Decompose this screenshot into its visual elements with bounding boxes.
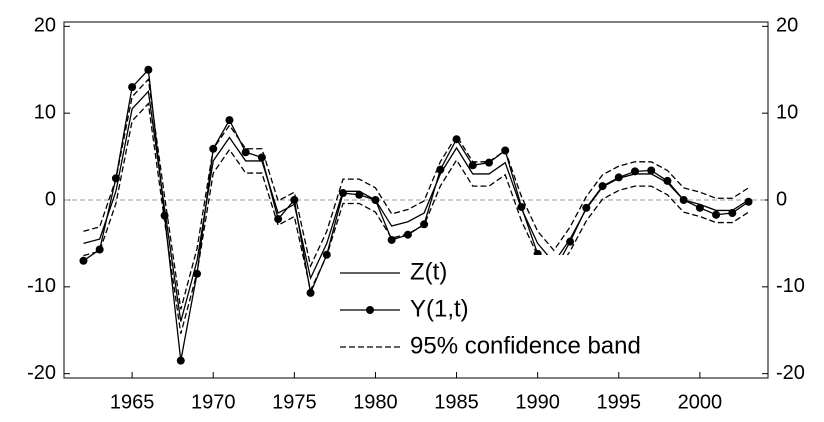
y-tick-label: 10 xyxy=(34,101,56,123)
legend-label: Y(1,t) xyxy=(410,295,469,322)
legend-label: 95% confidence band xyxy=(410,332,641,359)
x-tick-label: 1975 xyxy=(272,391,317,413)
x-tick-label: 1980 xyxy=(353,391,398,413)
point xyxy=(566,237,575,246)
point xyxy=(144,65,153,74)
point xyxy=(598,182,607,191)
y-tick-label: 0 xyxy=(45,188,56,210)
point xyxy=(695,203,704,212)
band-lower xyxy=(83,102,749,334)
y2-tick-label: -10 xyxy=(776,275,805,297)
y2-tick-label: -20 xyxy=(776,362,805,384)
point xyxy=(582,203,591,212)
x-tick-label: 1985 xyxy=(434,391,479,413)
band-upper xyxy=(83,77,749,310)
y2-tick-label: 10 xyxy=(776,101,798,123)
x-tick-label: 1970 xyxy=(191,391,236,413)
point xyxy=(647,166,656,175)
y-tick-label: -10 xyxy=(27,275,56,297)
legend-label: Z(t) xyxy=(410,258,447,285)
legend-marker xyxy=(366,306,374,314)
point xyxy=(679,196,688,204)
point xyxy=(387,235,396,244)
y-tick-label: 20 xyxy=(34,15,56,37)
point xyxy=(128,83,137,92)
point xyxy=(452,135,461,144)
x-tick-label: 1990 xyxy=(515,391,560,413)
point xyxy=(468,161,477,170)
x-tick-label: 1995 xyxy=(597,391,642,413)
point xyxy=(517,202,526,211)
y2-tick-label: 20 xyxy=(776,15,798,37)
y-tick-label: -20 xyxy=(27,362,56,384)
point xyxy=(176,356,185,365)
point xyxy=(630,167,639,176)
point xyxy=(339,189,348,198)
point xyxy=(403,230,412,239)
point xyxy=(241,148,250,157)
point xyxy=(306,288,315,297)
x-tick-label: 2000 xyxy=(678,391,723,413)
point xyxy=(744,197,753,206)
plot-frame xyxy=(63,21,769,379)
point xyxy=(355,190,364,199)
point xyxy=(371,196,380,204)
point xyxy=(225,116,234,125)
legend-box xyxy=(332,255,752,367)
point xyxy=(712,210,721,219)
point xyxy=(79,256,88,265)
point xyxy=(290,196,299,204)
point xyxy=(663,176,672,185)
point xyxy=(274,215,283,224)
x-tick-label: 1965 xyxy=(110,391,155,413)
y2-tick-label: 0 xyxy=(776,188,787,210)
point xyxy=(614,173,623,182)
point xyxy=(728,209,737,218)
